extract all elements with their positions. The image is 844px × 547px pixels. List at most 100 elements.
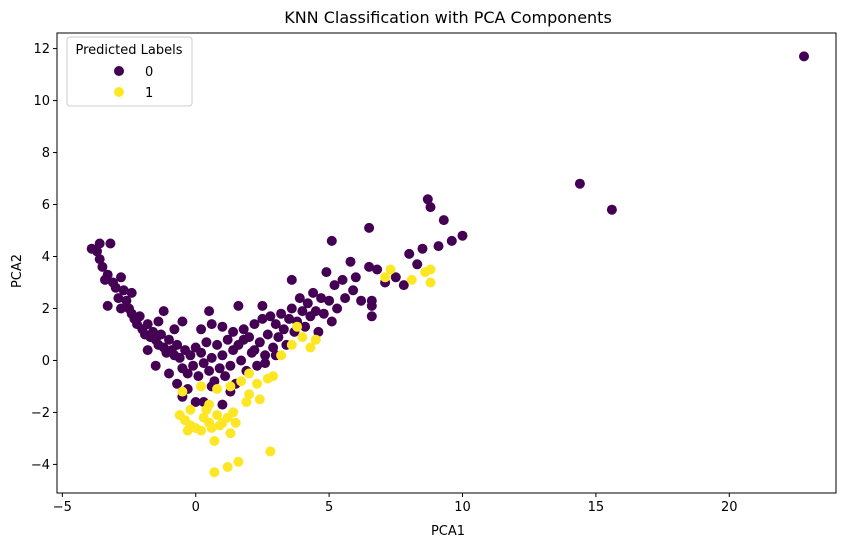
point-label-1 [292,321,303,332]
point-label-0 [169,324,180,335]
legend-title: Predicted Labels [75,43,182,58]
y-axis-ticks: −4 −2 0 2 4 6 8 10 12 [31,42,57,473]
point-label-0 [228,326,239,337]
legend-box [66,36,193,107]
point-label-0 [300,321,311,332]
point-label-0 [254,337,265,348]
point-label-0 [326,316,337,327]
point-label-1 [265,446,276,457]
point-label-0 [332,303,343,314]
point-label-1 [268,371,279,382]
point-label-1 [204,399,215,410]
point-label-0 [345,256,356,267]
x-tick-label: 10 [454,500,471,515]
point-label-0 [116,272,126,283]
y-tick-label: 12 [33,42,50,57]
point-label-0 [233,300,244,311]
point-label-0 [417,243,428,254]
y-axis-label: PCA2 [10,254,25,288]
point-label-0 [262,329,273,340]
point-label-0 [364,222,375,233]
point-label-0 [398,280,409,291]
point-label-0 [433,241,444,252]
point-label-1 [209,467,220,478]
point-label-0 [116,303,126,314]
point-label-0 [326,235,337,246]
point-label-0 [310,306,321,317]
y-tick-label: −4 [31,458,50,473]
point-label-0 [204,306,215,317]
point-label-1 [425,264,436,275]
point-label-0 [174,352,185,363]
point-label-1 [236,376,247,387]
point-label-1 [225,428,236,439]
chart-title: KNN Classification with PCA Components [284,8,612,27]
point-label-0 [217,350,228,361]
point-label-0 [164,368,174,379]
point-label-0 [217,399,228,410]
point-label-0 [220,371,231,382]
point-label-0 [198,358,209,369]
point-label-0 [286,274,297,285]
plot-area [56,32,837,494]
point-label-0 [329,280,340,291]
x-tick-label: 0 [192,500,200,515]
point-label-0 [113,293,124,304]
point-label-0 [276,308,287,319]
legend-label-1: 1 [145,86,153,101]
point-label-1 [385,264,396,275]
point-label-0 [142,345,153,356]
point-label-0 [126,287,137,298]
point-label-0 [201,337,212,348]
point-label-0 [284,313,295,324]
point-label-0 [102,300,113,311]
point-label-0 [158,306,169,317]
point-label-0 [92,246,102,257]
point-label-0 [214,363,225,374]
point-label-0 [260,350,271,361]
point-label-0 [193,371,204,382]
point-label-0 [457,230,468,241]
point-label-0 [185,350,196,361]
point-label-1 [310,334,321,345]
point-label-0 [188,360,199,371]
point-label-0 [177,316,188,327]
point-label-0 [297,306,308,317]
point-label-0 [206,352,217,363]
point-label-0 [204,365,215,376]
point-label-1 [209,436,220,446]
point-label-0 [372,264,383,275]
point-label-1 [222,462,233,472]
point-label-0 [238,334,249,345]
point-label-0 [142,319,153,330]
point-label-0 [100,274,110,285]
point-label-1 [244,368,255,379]
point-label-1 [254,394,265,405]
point-label-0 [273,332,284,343]
point-label-0 [260,358,271,369]
point-label-0 [364,261,375,272]
point-label-0 [196,347,207,358]
point-label-0 [422,194,433,205]
point-label-0 [438,215,449,226]
point-label-1 [228,407,239,418]
point-label-0 [308,287,319,298]
point-label-1 [196,425,207,436]
y-tick-label: 10 [33,94,50,109]
point-label-0 [222,334,233,345]
x-tick-label: 20 [721,500,738,515]
point-label-0 [97,261,108,272]
point-label-1 [177,386,188,397]
point-label-0 [799,51,809,62]
point-label-0 [404,248,415,259]
point-label-1 [233,456,244,467]
point-label-0 [236,355,247,366]
point-label-0 [153,316,164,327]
point-label-0 [172,339,183,350]
point-label-1 [297,332,308,343]
point-label-0 [302,298,313,309]
point-label-0 [446,235,457,246]
point-label-0 [118,285,129,296]
point-label-1 [217,417,228,428]
